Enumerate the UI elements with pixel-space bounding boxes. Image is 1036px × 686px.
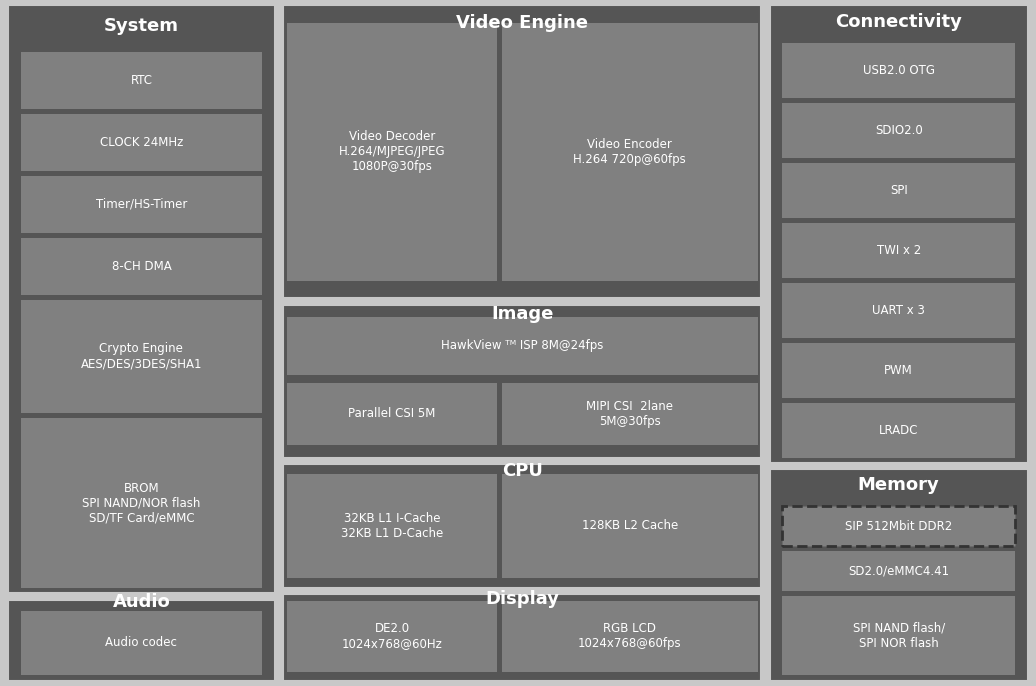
Text: Video Engine: Video Engine: [456, 14, 588, 32]
Text: Audio: Audio: [113, 593, 170, 611]
Text: System: System: [104, 17, 179, 35]
Bar: [287, 23, 497, 281]
Bar: [770, 469, 1028, 681]
Bar: [21, 238, 262, 294]
Text: MIPI CSI  2lane
5M@30fps: MIPI CSI 2lane 5M@30fps: [586, 400, 673, 428]
Text: SPI NAND flash/
SPI NOR flash: SPI NAND flash/ SPI NOR flash: [853, 622, 945, 650]
Bar: [782, 403, 1015, 458]
Bar: [283, 305, 761, 458]
Bar: [502, 23, 757, 281]
Bar: [21, 300, 262, 413]
Bar: [287, 317, 757, 375]
Text: SDIO2.0: SDIO2.0: [874, 123, 923, 137]
Bar: [8, 600, 275, 681]
Bar: [283, 464, 761, 588]
Bar: [782, 223, 1015, 278]
Text: CPU: CPU: [501, 462, 543, 480]
Text: DE2.0
1024x768@60Hz: DE2.0 1024x768@60Hz: [342, 622, 442, 650]
Text: Timer/HS-Timer: Timer/HS-Timer: [95, 198, 188, 211]
Text: Image: Image: [491, 305, 553, 322]
Bar: [782, 43, 1015, 97]
Bar: [782, 506, 1015, 546]
Text: Memory: Memory: [858, 476, 940, 494]
Text: Display: Display: [485, 590, 559, 608]
Text: Connectivity: Connectivity: [835, 12, 962, 30]
Text: LRADC: LRADC: [879, 424, 919, 437]
Bar: [21, 418, 262, 588]
Text: SPI: SPI: [890, 184, 908, 197]
Text: 32KB L1 I-Cache
32KB L1 D-Cache: 32KB L1 I-Cache 32KB L1 D-Cache: [341, 512, 443, 540]
Bar: [287, 601, 497, 672]
Text: 8-CH DMA: 8-CH DMA: [112, 260, 171, 273]
Text: Audio codec: Audio codec: [106, 637, 177, 650]
Bar: [782, 343, 1015, 398]
Bar: [782, 103, 1015, 158]
Bar: [287, 473, 497, 578]
Bar: [8, 5, 275, 593]
Text: Video Decoder
H.264/MJPEG/JPEG
1080P@30fps: Video Decoder H.264/MJPEG/JPEG 1080P@30f…: [339, 130, 445, 174]
Text: PWM: PWM: [885, 364, 913, 377]
Bar: [21, 114, 262, 171]
Text: Crypto Engine
AES/DES/3DES/SHA1: Crypto Engine AES/DES/3DES/SHA1: [81, 342, 202, 370]
Text: SIP 512Mbit DDR2: SIP 512Mbit DDR2: [845, 519, 952, 532]
Text: BROM
SPI NAND/NOR flash
SD/TF Card/eMMC: BROM SPI NAND/NOR flash SD/TF Card/eMMC: [82, 482, 201, 525]
Text: RTC: RTC: [131, 74, 152, 87]
Bar: [502, 473, 757, 578]
Text: RGB LCD
1024x768@60fps: RGB LCD 1024x768@60fps: [578, 622, 682, 650]
Bar: [21, 52, 262, 108]
Bar: [770, 5, 1028, 463]
Bar: [502, 383, 757, 445]
Text: USB2.0 OTG: USB2.0 OTG: [863, 64, 934, 77]
Bar: [287, 383, 497, 445]
Bar: [283, 594, 761, 681]
Text: Parallel CSI 5M: Parallel CSI 5M: [348, 407, 436, 421]
Bar: [782, 552, 1015, 591]
Text: TWI x 2: TWI x 2: [876, 244, 921, 257]
Text: HawkView ᵀᴹ ISP 8M@24fps: HawkView ᵀᴹ ISP 8M@24fps: [441, 340, 603, 353]
Text: UART x 3: UART x 3: [872, 304, 925, 317]
Bar: [782, 163, 1015, 217]
Bar: [21, 611, 262, 675]
Bar: [21, 176, 262, 233]
Bar: [782, 596, 1015, 675]
Bar: [283, 5, 761, 298]
Bar: [502, 601, 757, 672]
Text: Video Encoder
H.264 720p@60fps: Video Encoder H.264 720p@60fps: [574, 138, 686, 166]
Text: CLOCK 24MHz: CLOCK 24MHz: [99, 136, 183, 149]
Text: 128KB L2 Cache: 128KB L2 Cache: [581, 519, 678, 532]
Text: SD2.0/eMMC4.41: SD2.0/eMMC4.41: [848, 565, 949, 578]
Bar: [782, 283, 1015, 338]
